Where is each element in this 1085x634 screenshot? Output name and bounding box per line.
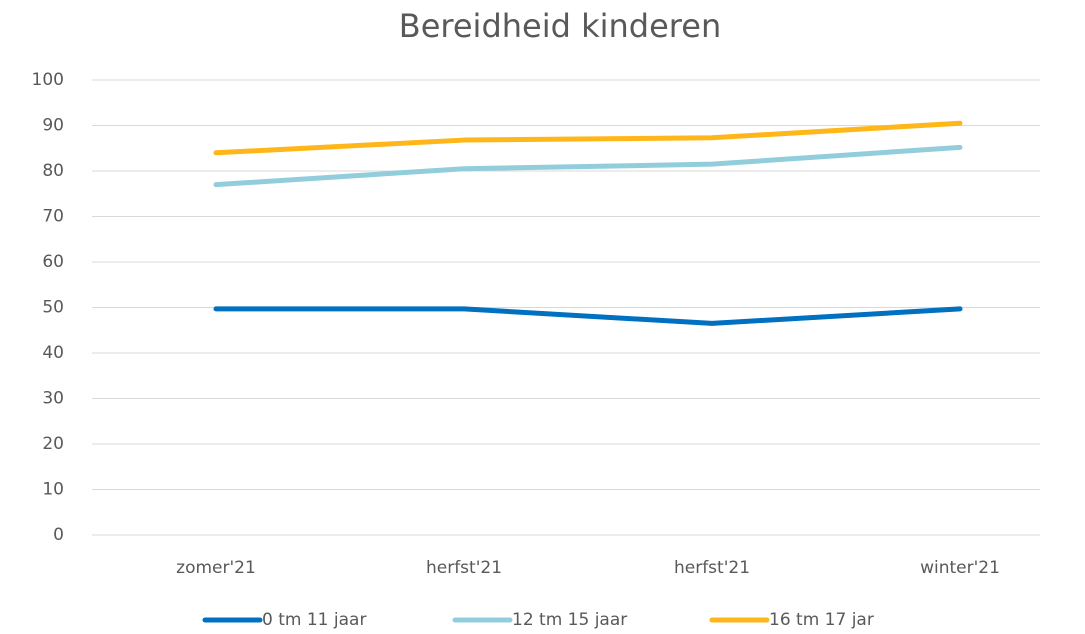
y-tick-label: 0	[53, 525, 64, 545]
y-tick-label: 40	[42, 343, 64, 363]
y-tick-label: 30	[42, 389, 64, 409]
x-tick-label: winter'21	[920, 558, 1000, 578]
y-tick-label: 10	[42, 480, 64, 500]
series-line	[213, 120, 963, 156]
x-tick-label: herfst'21	[674, 558, 750, 578]
legend-label: 12 tm 15 jaar	[512, 610, 627, 630]
y-tick-label: 60	[42, 252, 64, 272]
y-tick-label: 80	[42, 161, 64, 181]
legend-label: 0 tm 11 jaar	[262, 610, 366, 630]
series-line	[213, 306, 963, 326]
y-tick-label: 50	[42, 298, 64, 318]
y-tick-label: 70	[42, 207, 64, 227]
series-line	[213, 144, 963, 188]
y-tick-label: 90	[42, 116, 64, 136]
x-tick-label: herfst'21	[426, 558, 502, 578]
x-tick-label: zomer'21	[176, 558, 256, 578]
chart-title: Bereidheid kinderen	[399, 7, 721, 45]
legend-label: 16 tm 17 jar	[769, 610, 874, 630]
y-tick-label: 100	[32, 70, 64, 90]
y-tick-label: 20	[42, 434, 64, 454]
